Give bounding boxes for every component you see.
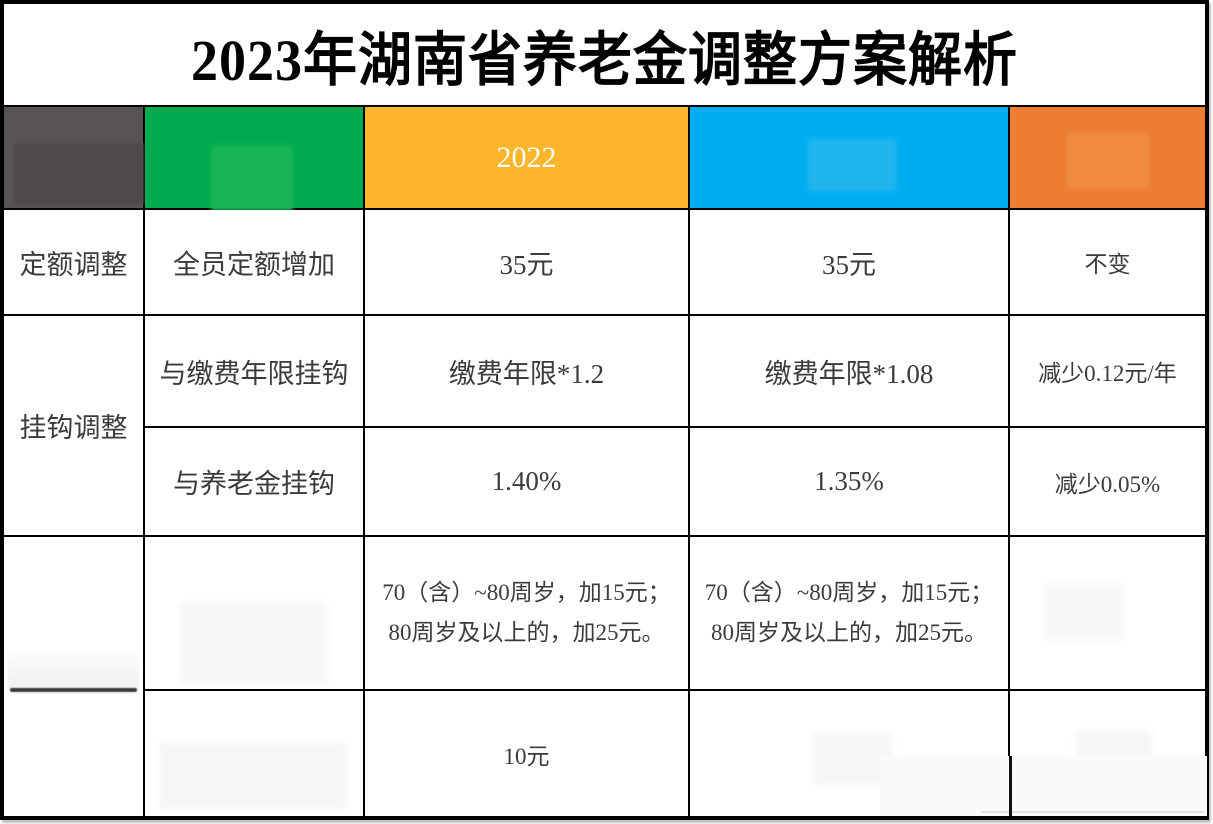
redaction-line: [10, 688, 137, 692]
cell-pension-2022: 1.40%: [365, 428, 690, 537]
cell-age-2023: 70（含）~80周岁，加15元； 80周岁及以上的，加25元。: [690, 537, 1010, 691]
cell-fixed-change: 不变: [1010, 210, 1205, 316]
header-cell-2022: 2022: [365, 107, 690, 210]
cell-fixed-2022: 35元: [365, 210, 690, 316]
cell-years-2023: 缴费年限*1.08: [690, 316, 1010, 428]
cell-item-years: 与缴费年限挂钩: [145, 316, 365, 428]
redaction-cover-line: [981, 811, 1205, 813]
cell-category-linked: 挂钩调整: [4, 316, 145, 537]
header-cell-change: [1010, 107, 1205, 210]
header-2022-label: 2022: [496, 140, 557, 174]
redaction-patch: [808, 139, 896, 191]
redaction-patch: [1076, 731, 1152, 757]
cell-item-pension: 与养老金挂钩: [145, 428, 365, 537]
cell-category-fixed: 定额调整: [4, 210, 145, 316]
redaction-patch: [211, 145, 293, 211]
redaction-patch: [814, 733, 892, 785]
cell-years-change: 减少0.12元/年: [1010, 316, 1205, 428]
title-bar: 2023年湖南省养老金调整方案解析: [4, 4, 1205, 105]
page-title: 2023年湖南省养老金调整方案解析: [191, 28, 1018, 93]
cell-fixed-2023: 35元: [690, 210, 1010, 316]
header-cell-category: [4, 107, 145, 210]
cell-item-age-redacted: [145, 537, 365, 691]
header-cell-item: [145, 107, 365, 211]
cell-age-2022: 70（含）~80周岁，加15元； 80周岁及以上的，加25元。: [365, 537, 690, 691]
cell-pension-2023: 1.35%: [690, 428, 1010, 537]
cell-category-tilt-redacted: [4, 537, 145, 816]
cell-item-fixed: 全员定额增加: [145, 210, 365, 316]
cell-age-change-redacted: [1010, 537, 1205, 691]
redaction-patch: [181, 603, 327, 683]
redaction-patch: [1066, 133, 1150, 189]
cell-pension-change: 减少0.05%: [1010, 428, 1205, 537]
pension-adjustment-table: 2022 定额调整 全员定额增加 35元 35元 不变 挂钩调整: [4, 105, 1207, 816]
header-cell-2023: [690, 107, 1010, 210]
redaction-patch: [1046, 585, 1122, 639]
redaction-smudge: [8, 652, 139, 690]
column-border-fragment: [1009, 756, 1012, 816]
cell-extra-2022: 10元: [365, 691, 690, 816]
redaction-patch: [159, 743, 347, 809]
cell-extra-change-redacted: [981, 691, 1207, 816]
cell-item-extra-redacted: [145, 691, 365, 816]
cell-years-2022: 缴费年限*1.2: [365, 316, 690, 428]
redaction-patch: [14, 143, 144, 205]
cell-extra-2023-redacted: [690, 691, 1010, 816]
redaction-cover: [981, 756, 1207, 816]
